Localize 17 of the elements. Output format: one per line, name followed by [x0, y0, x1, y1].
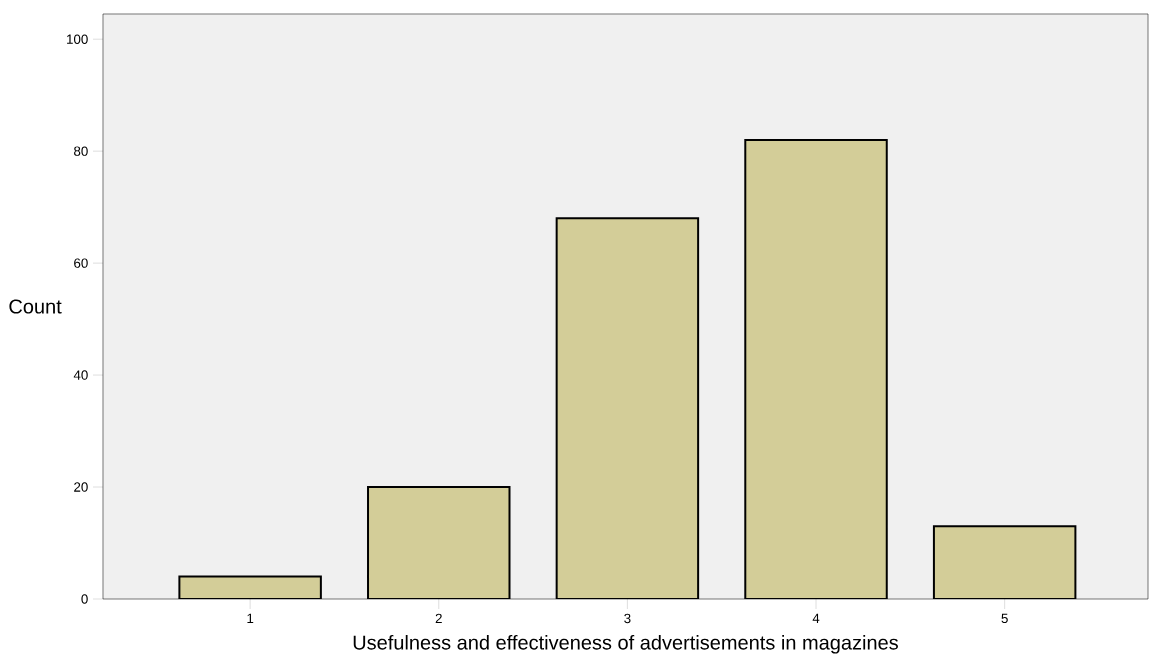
bar: [744, 138, 888, 599]
y-tick-label: 20: [74, 482, 88, 492]
y-tick-label: 0: [81, 594, 88, 604]
x-tick-label: 1: [247, 613, 254, 623]
y-tick-label: 40: [73, 370, 88, 380]
x-tick-label: 4: [812, 613, 820, 623]
x-tick-label: 3: [624, 613, 631, 624]
y-tick-label: 100: [67, 34, 88, 44]
y-axis-title: Count: [9, 299, 62, 314]
bar: [932, 525, 1077, 599]
x-tick-label: 5: [1001, 613, 1008, 624]
x-axis-title: Usefulness and effectiveness of advertisements in magazines: [353, 634, 898, 654]
bar: [367, 486, 511, 599]
y-tick-label: 60: [74, 258, 88, 268]
y-tick-label: 80: [74, 146, 88, 156]
x-tick-label: 2: [435, 613, 442, 624]
bar: [555, 217, 700, 599]
